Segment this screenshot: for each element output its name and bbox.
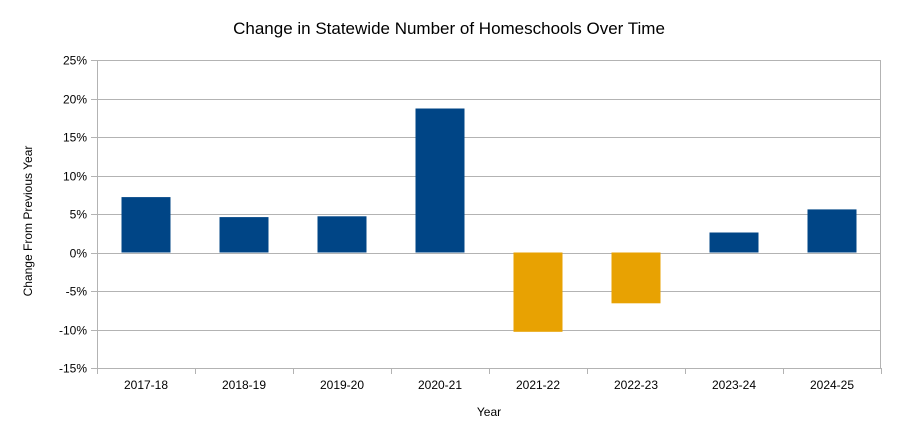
x-axis-title: Year <box>477 405 501 419</box>
y-tick-label: -5% <box>66 285 88 299</box>
y-tick-label: 15% <box>63 131 87 145</box>
x-tick-label: 2022-23 <box>614 378 658 392</box>
x-tick-label: 2019-20 <box>320 378 364 392</box>
x-tick-label: 2021-22 <box>516 378 560 392</box>
y-tick-label: -15% <box>59 362 87 376</box>
x-tick-label: 2023-24 <box>712 378 756 392</box>
bar-2023-24 <box>709 232 759 253</box>
x-tick-label: 2018-19 <box>222 378 266 392</box>
x-tick-label: 2024-25 <box>810 378 854 392</box>
y-tick-label: 10% <box>63 170 87 184</box>
y-tick-label: 25% <box>63 54 87 68</box>
y-tick-label: -10% <box>59 324 87 338</box>
x-axis-ticks: 2017-18 2018-19 2019-20 2020-21 2021-22 2022-… <box>97 368 882 392</box>
y-tick-label: 0% <box>70 247 88 261</box>
bar-2017-18 <box>121 197 171 253</box>
y-axis-ticks: 25% 20% 15% 10% 5% 0% -5% -10% -15% <box>59 54 87 376</box>
y-axis-title: Change From Previous Year <box>21 146 35 297</box>
bar-2021-22 <box>513 252 563 332</box>
bar-2019-20 <box>317 216 367 253</box>
x-tick-label: 2020-21 <box>418 378 462 392</box>
x-tick-label: 2017-18 <box>124 378 168 392</box>
bar-2018-19 <box>219 217 269 253</box>
y-tick-label: 5% <box>70 208 88 222</box>
chart-title: Change in Statewide Number of Homeschool… <box>233 19 665 38</box>
gridlines <box>91 60 881 374</box>
bars <box>121 108 857 332</box>
bar-2022-23 <box>611 252 661 304</box>
y-tick-label: 20% <box>63 93 87 107</box>
bar-2020-21 <box>415 108 465 253</box>
bar-2024-25 <box>807 209 857 253</box>
